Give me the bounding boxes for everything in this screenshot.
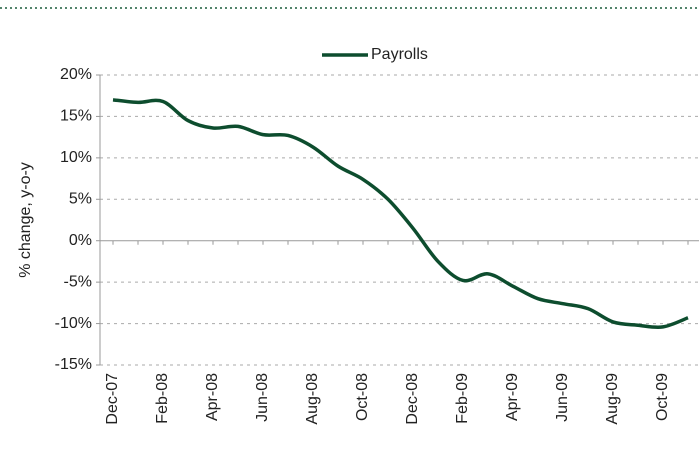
x-tick-label: Apr-09: [504, 373, 521, 421]
x-tick-label: Dec-07: [104, 373, 121, 425]
x-tick-label: Apr-08: [204, 373, 221, 421]
x-tick-label: Aug-09: [604, 373, 621, 425]
y-tick-label: 15%: [60, 108, 92, 125]
y-tick-label: -5%: [64, 273, 92, 290]
x-tick-label: Oct-08: [354, 373, 371, 421]
x-tick-label: Aug-08: [304, 373, 321, 425]
y-tick-label: 10%: [60, 149, 92, 166]
legend-label: Payrolls: [371, 46, 428, 63]
y-tick-label: 5%: [69, 191, 92, 208]
x-tick-label: Feb-09: [454, 373, 471, 424]
x-tick-label: Jun-09: [554, 373, 571, 422]
y-tick-label: 0%: [69, 232, 92, 249]
x-tick-label: Jun-08: [254, 373, 271, 422]
y-tick-label: -10%: [55, 315, 92, 332]
x-tick-label: Feb-08: [154, 373, 171, 424]
x-tick-label: Oct-09: [654, 373, 671, 421]
series-line: [112, 98, 689, 330]
y-tick-label: 20%: [60, 66, 92, 83]
y-axis-label: % change, y-o-y: [17, 162, 34, 278]
y-tick-label: -15%: [55, 356, 92, 373]
x-tick-label: Dec-08: [404, 373, 421, 425]
